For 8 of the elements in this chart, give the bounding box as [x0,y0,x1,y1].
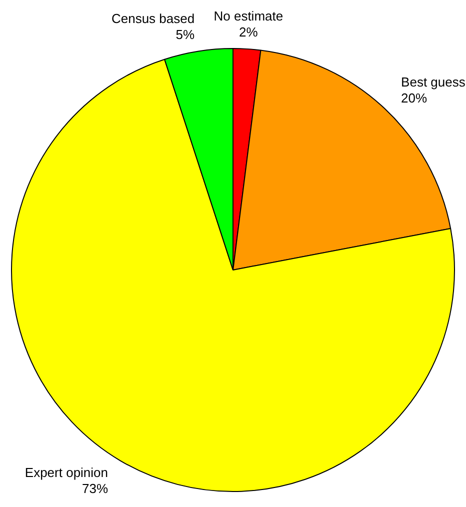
slice-label: Best guess [401,74,466,90]
slice-label: Census based [111,11,195,26]
data-label: 2% [239,24,258,40]
slice-label: Expert opinion [24,464,108,480]
data-label: 73% [82,480,108,496]
slice-label: No estimate [214,8,284,24]
data-label: 5% [176,27,196,42]
data-label: 20% [401,90,428,106]
